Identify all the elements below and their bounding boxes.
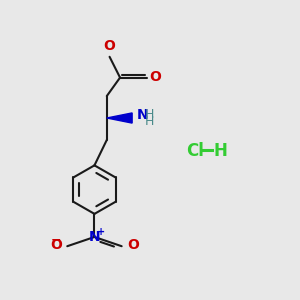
Text: H: H <box>145 108 154 121</box>
Text: O: O <box>150 70 161 84</box>
Polygon shape <box>107 113 132 123</box>
Text: O: O <box>50 238 62 252</box>
Text: H: H <box>214 142 228 160</box>
Text: N: N <box>89 230 100 244</box>
Text: N: N <box>136 108 148 122</box>
Text: O: O <box>103 39 116 53</box>
Text: Cl: Cl <box>186 142 204 160</box>
Text: H: H <box>145 115 154 128</box>
Text: −: − <box>50 234 61 247</box>
Text: +: + <box>98 227 106 237</box>
Text: O: O <box>127 238 139 252</box>
